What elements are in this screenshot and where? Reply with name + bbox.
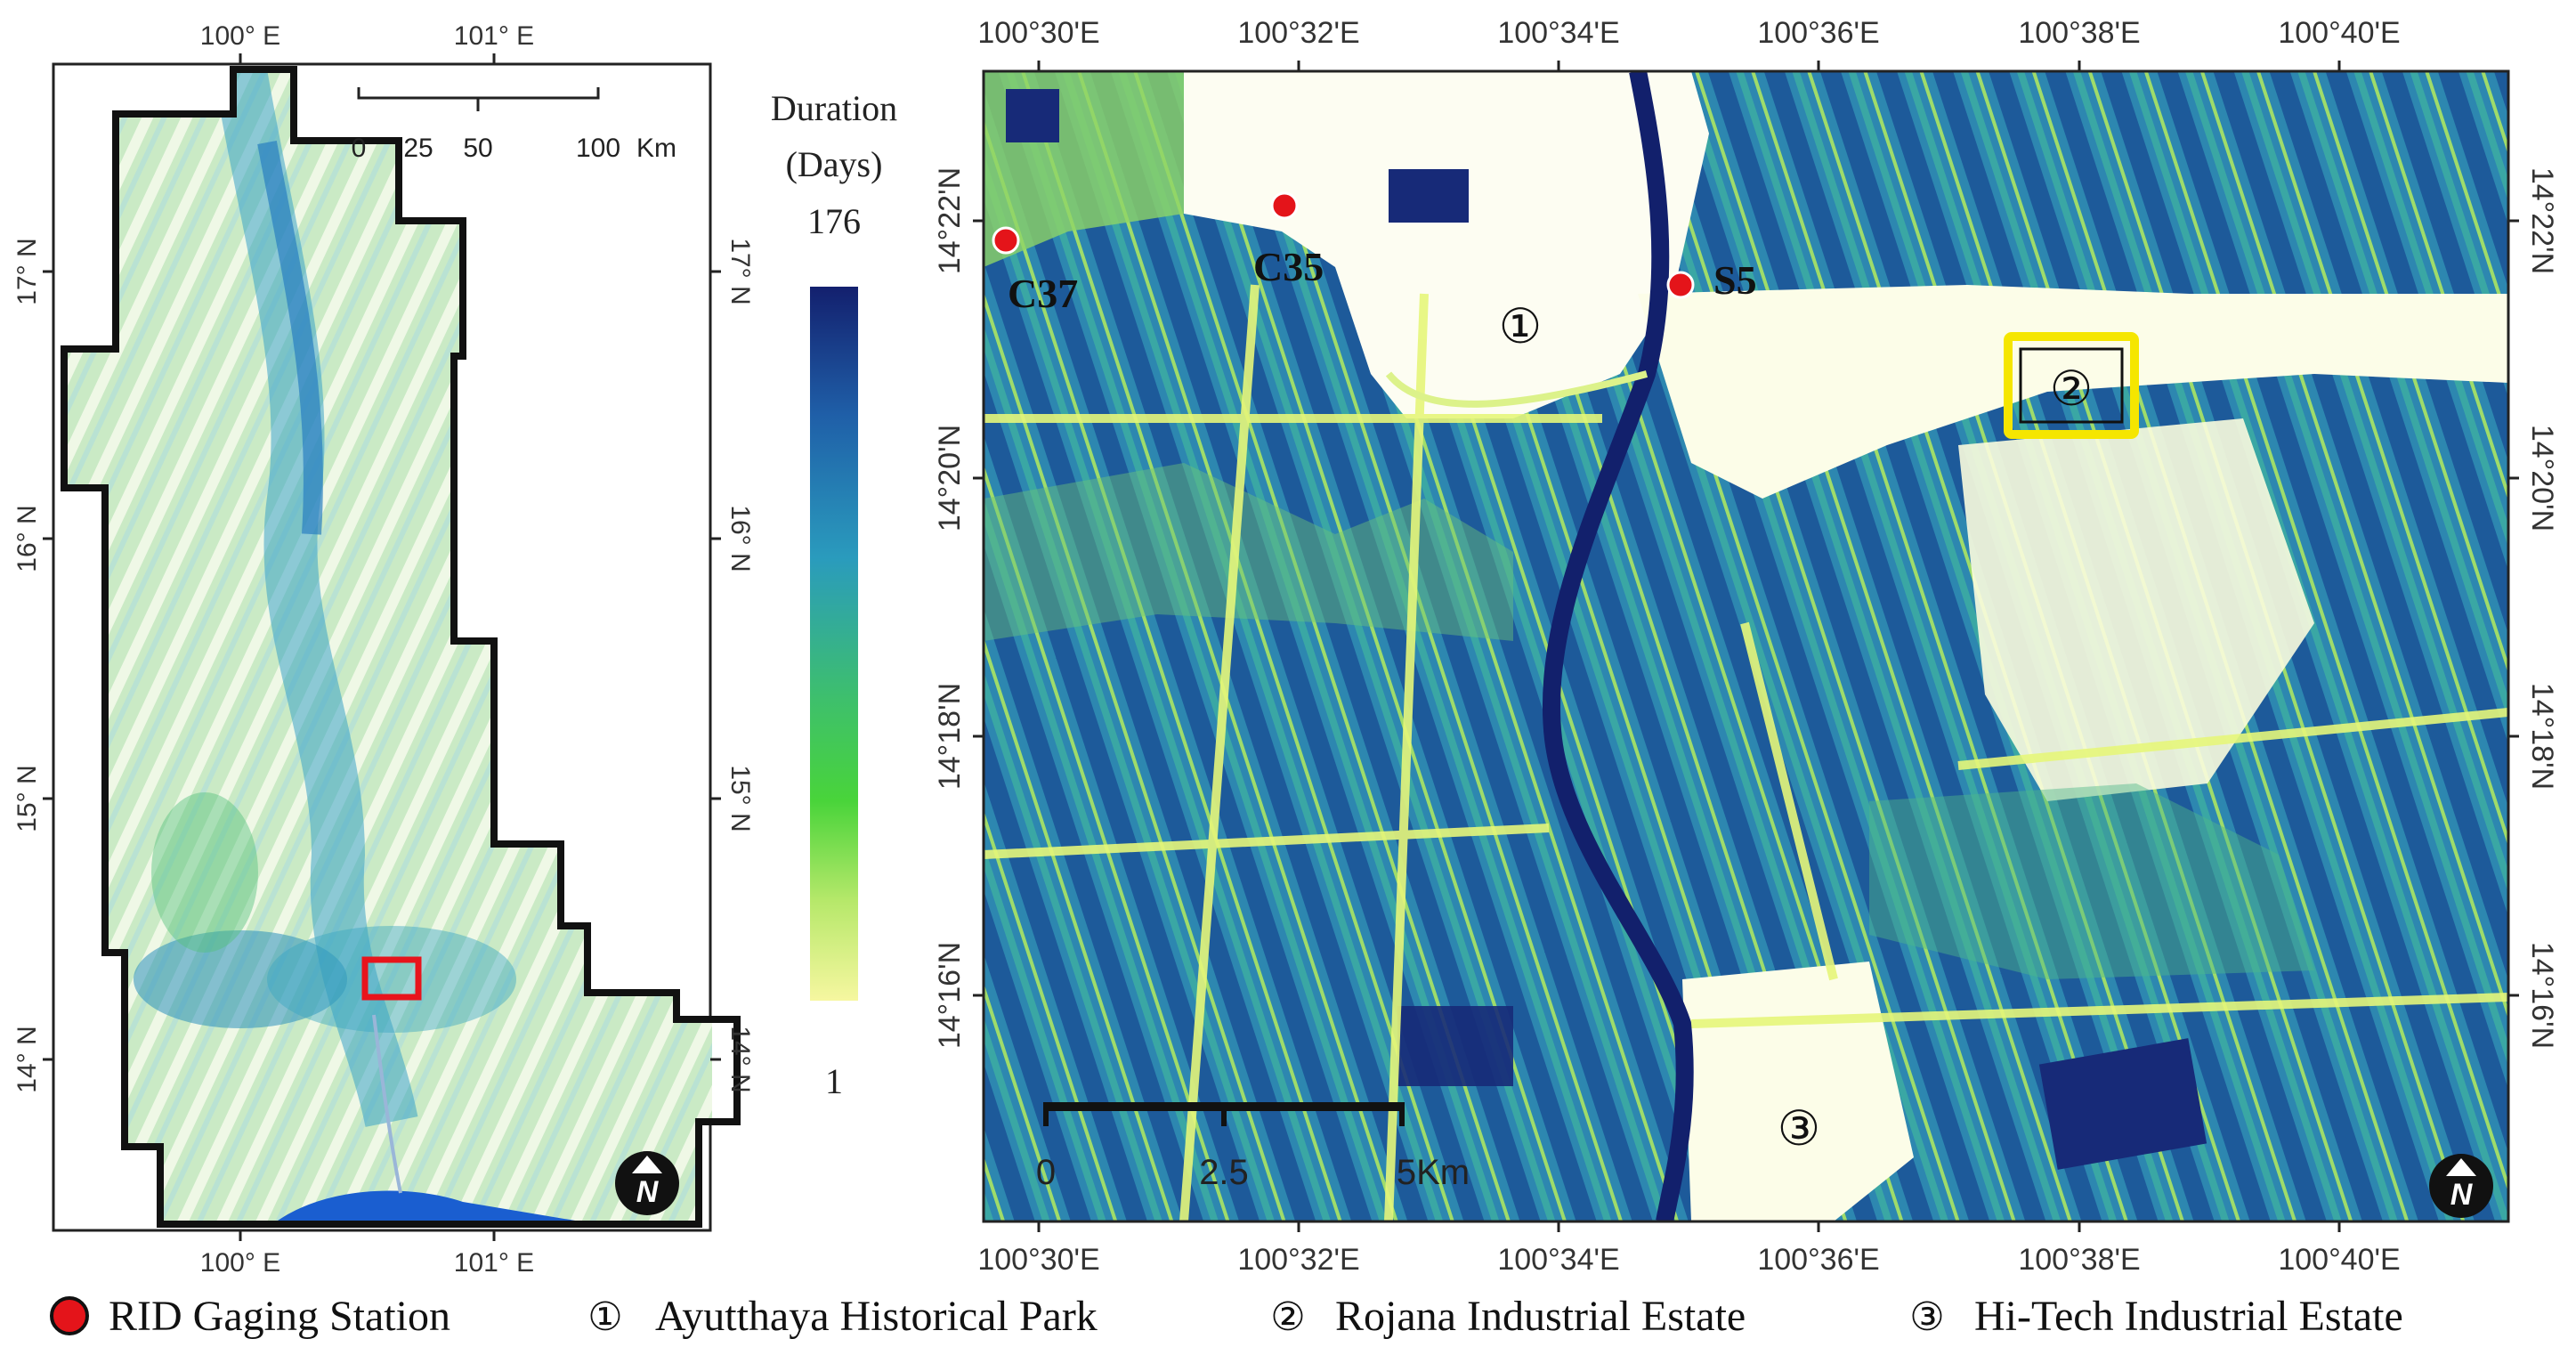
detail-top-tick: 100°36'E (1757, 16, 1879, 50)
detail-map-frame (982, 69, 2510, 1223)
scale-label: 2.5 (1199, 1153, 1249, 1192)
legend-symbol-2: ② (1270, 1294, 1305, 1340)
overview-right-tick: 14° N (725, 1026, 755, 1092)
station-label: S5 (1713, 257, 1757, 303)
detail-bottom-tick: 100°34'E (1497, 1243, 1619, 1277)
overview-top-tick: 100° E (200, 21, 280, 51)
overview-left-tick: 15° N (12, 765, 42, 832)
north-arrow-icon: N (615, 1151, 679, 1215)
study-area-box (361, 956, 422, 1001)
station-label: C35 (1253, 244, 1324, 289)
north-arrow-icon: N (2429, 1154, 2493, 1218)
overview-left-tick: 17° N (12, 238, 42, 304)
overview-right-tick: 15° N (725, 765, 755, 832)
scale-label: 0 (352, 134, 367, 163)
overview-right-tick: 16° N (725, 505, 755, 572)
detail-top-tick: 100°40'E (2278, 16, 2400, 50)
legend-symbol-3: ③ (1909, 1294, 1944, 1340)
detail-top-tick: 100°34'E (1497, 16, 1619, 50)
detail-map-raster (984, 71, 2508, 1221)
station-s5: S5 (1666, 257, 1757, 303)
site-marker-2: ② (2050, 361, 2093, 417)
overview-scale-bar: 0 25 50 100 Km (352, 87, 676, 163)
detail-bottom-tick: 100°40'E (2278, 1243, 2400, 1277)
station-legend-icon (50, 1296, 89, 1335)
detail-bottom-tick: 100°30'E (977, 1243, 1099, 1277)
north-arrow-label: N (2450, 1178, 2474, 1212)
overview-bottom-tick: 100° E (200, 1248, 280, 1278)
legend: RID Gaging Station ① Ayutthaya Historica… (50, 1293, 2403, 1340)
detail-bottom-tick: 100°38'E (2018, 1243, 2140, 1277)
scale-label: 0 (1036, 1153, 1056, 1192)
detail-left-tick: 14°18'N (933, 683, 967, 790)
legend-station-label: RID Gaging Station (109, 1293, 450, 1340)
detail-right-tick: 14°20'N (2525, 425, 2559, 531)
detail-left-tick: 14°20'N (933, 425, 967, 531)
rojana-box-inner (2019, 347, 2124, 424)
colorbar-min-label: 1 (825, 1061, 843, 1101)
scale-label: 5Km (1397, 1153, 1470, 1192)
detail-scale-bar: 0 2.5 5Km (1036, 1102, 1470, 1192)
colorbar-title: Duration (771, 88, 897, 128)
detail-left-tick: 14°22'N (933, 167, 967, 274)
overview-right-tick: 17° N (725, 238, 755, 304)
site-marker-1: ① (1499, 298, 1542, 354)
scale-label: 50 (463, 134, 492, 163)
colorbar-max-label: 176 (807, 201, 861, 241)
detail-top-tick: 100°30'E (977, 16, 1099, 50)
scale-label: 25 (403, 134, 433, 163)
overview-left-tick: 14° N (12, 1026, 42, 1092)
overview-left-tick: 16° N (12, 505, 42, 572)
site-marker-3: ③ (1778, 1100, 1820, 1156)
colorbar-unit: (Days) (786, 144, 883, 184)
legend-item-1-label: Ayutthaya Historical Park (655, 1293, 1098, 1340)
overview-top-tick: 101° E (454, 21, 534, 51)
legend-item-3-label: Hi-Tech Industrial Estate (1974, 1293, 2403, 1340)
detail-top-tick: 100°38'E (2018, 16, 2140, 50)
colorbar-gradient (810, 287, 858, 1001)
thailand-boundary (61, 66, 741, 1228)
rojana-highlight-box (2004, 332, 2139, 439)
detail-right-tick: 14°18'N (2525, 683, 2559, 790)
detail-left-tick: 14°16'N (933, 942, 967, 1049)
overview-bottom-tick: 101° E (454, 1248, 534, 1278)
detail-bottom-tick: 100°32'E (1237, 1243, 1359, 1277)
legend-symbol-1: ① (587, 1294, 622, 1340)
colorbar: Duration (Days) 176 1 (771, 88, 897, 1101)
detail-right-tick: 14°16'N (2525, 942, 2559, 1049)
detail-bottom-tick: 100°36'E (1757, 1243, 1879, 1277)
station-label: C37 (1008, 271, 1078, 316)
scale-label: 100 (576, 134, 620, 163)
detail-top-tick: 100°32'E (1237, 16, 1359, 50)
legend-item-2-label: Rojana Industrial Estate (1335, 1293, 1746, 1340)
detail-map: 100°30'E 100°32'E 100°34'E 100°36'E 100°… (933, 16, 2559, 1277)
station-c37: C37 (992, 226, 1078, 316)
overview-map: 100° E 101° E 100° E 101° E 17° N 16° N … (12, 21, 755, 1278)
detail-right-tick: 14°22'N (2525, 167, 2559, 274)
station-c35: C35 (1253, 191, 1324, 289)
north-arrow-label: N (636, 1175, 660, 1209)
scale-label: Km (636, 134, 676, 163)
